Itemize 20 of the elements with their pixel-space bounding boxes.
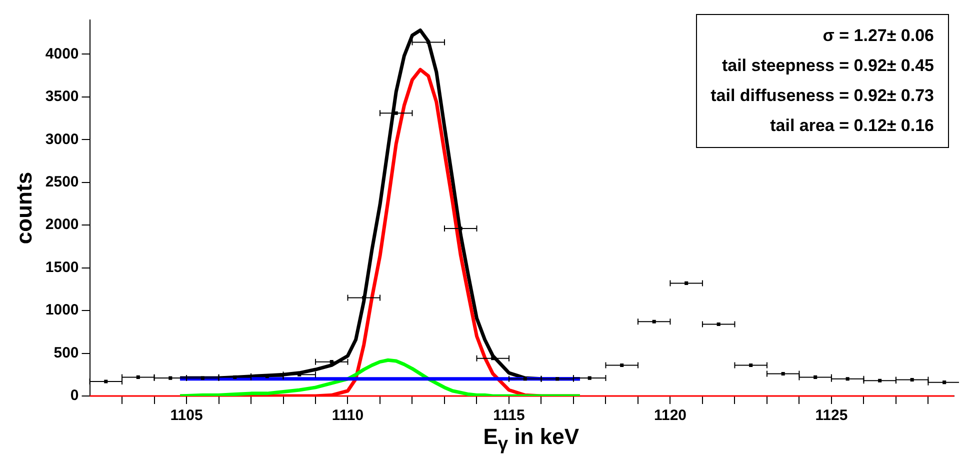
annotation: tail diffuseness = 0.92± 0.73 xyxy=(710,85,934,107)
x-tick-label: 1110 xyxy=(332,407,364,424)
y-tick-label: 0 xyxy=(70,387,79,404)
y-tick-label: 1500 xyxy=(45,258,79,276)
y-tick-label: 2500 xyxy=(45,174,79,191)
y-tick-label: 500 xyxy=(54,344,79,362)
y-tick-label: 3000 xyxy=(45,130,79,148)
x-tick-label: 1120 xyxy=(654,407,686,424)
x-tick-label: 1125 xyxy=(815,407,848,424)
y-tick-label: 4000 xyxy=(45,45,79,62)
annotation: σ = 1.27± 0.06 xyxy=(822,25,934,47)
annotation: tail steepness = 0.92± 0.45 xyxy=(720,55,934,77)
y-tick-label: 3500 xyxy=(45,88,79,106)
x-axis-title: E$_{γ}$ in keV xyxy=(482,424,580,454)
y-tick-label: 2000 xyxy=(45,216,79,234)
x-tick-label: 1105 xyxy=(170,407,203,424)
x-tick-label: 1115 xyxy=(493,407,525,424)
annotation: tail area = 0.12± 0.16 xyxy=(769,115,934,137)
y-tick-label: 1000 xyxy=(45,302,79,319)
y-axis-title: counts xyxy=(11,172,36,244)
